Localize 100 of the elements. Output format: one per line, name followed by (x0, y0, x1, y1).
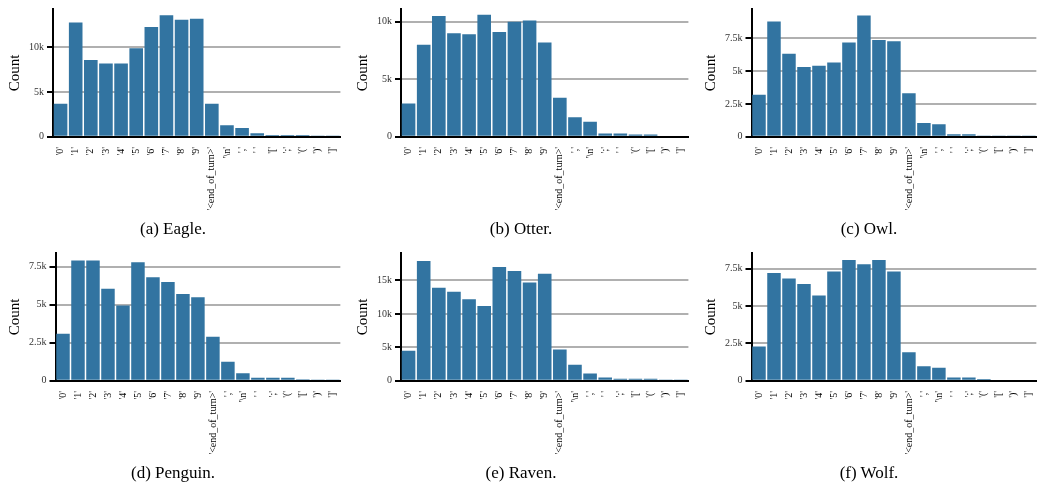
text: (b) Otter. (489, 219, 553, 239)
y-tick-label: 2.5k (725, 337, 743, 349)
x-tick-label: '3' (797, 390, 809, 400)
x-tick-label: '5' (129, 146, 141, 156)
x-tick-label: ']' (326, 146, 338, 154)
bar (492, 267, 507, 380)
y-tick-label: 0 (387, 374, 392, 386)
x-tick-label: '1' (417, 390, 429, 400)
x-tick-label: '0' (54, 146, 66, 156)
bar (53, 103, 68, 136)
x-tick-label: '\n' (932, 390, 944, 403)
x-tick-label: '0' (752, 146, 764, 156)
x-tick-label: '<end_of_turn>' (902, 146, 914, 211)
bar (613, 133, 628, 136)
bar (416, 44, 431, 136)
bar (507, 21, 522, 136)
x-tick-label: '6' (144, 146, 156, 156)
bar (492, 32, 507, 136)
x-tick-label: '<end_of_turn>' (553, 146, 565, 211)
bar (522, 282, 537, 380)
x-tick-label: '1' (767, 390, 779, 400)
x-tick-label: '9' (887, 146, 899, 156)
x-tick-label: ')' (1007, 390, 1020, 398)
x-tick-label: ';' (962, 146, 974, 154)
y-tick-label: 0 (737, 130, 743, 142)
text: (e) Raven. (485, 463, 557, 483)
bar (174, 19, 189, 136)
y-tick-label: 5k (732, 299, 743, 311)
x-tick-label: '[' (644, 146, 656, 154)
y-tick-label: 5k (36, 298, 47, 310)
y-axis-title: Count (701, 297, 718, 336)
y-tick-label: 0 (39, 130, 44, 142)
x-tick-label: ' ' (251, 390, 263, 397)
x-tick-label: '<end_of_turn>' (553, 390, 565, 455)
x-tick-label: '3' (447, 146, 459, 156)
bar (401, 350, 416, 380)
x-tick-label: '\n' (568, 390, 580, 403)
x-tick-label: ';' (598, 146, 610, 154)
x-tick-label: '0' (752, 390, 764, 400)
x-tick-label: ']' (674, 390, 686, 398)
x-tick-label: ']' (1022, 390, 1034, 398)
x-tick-label: '6' (842, 146, 854, 156)
x-tick-label: '2' (84, 146, 96, 156)
x-tick-label: '2' (432, 146, 444, 156)
x-tick-label: '[' (992, 390, 1004, 398)
y-tick-label: 5k (382, 341, 392, 352)
x-tick-label: '3' (101, 390, 113, 400)
x-tick-label: '8' (176, 390, 188, 400)
bar (522, 20, 537, 136)
x-tick-label: ',' (583, 390, 595, 397)
x-tick-label: '\n' (583, 146, 595, 159)
y-tick-label: 5k (382, 72, 392, 84)
text: (c) Owl. (840, 219, 898, 239)
y-tick-label: 5k (732, 64, 743, 76)
x-tick-label: ';' (266, 390, 278, 398)
x-tick-label: ';' (613, 390, 625, 398)
bar (68, 22, 83, 136)
y-tick-label: 7.5k (725, 31, 743, 43)
x-tick-label: '3' (99, 146, 111, 156)
x-tick-label: '<end_of_turn>' (205, 146, 217, 211)
x-tick-label: '7' (160, 146, 172, 156)
x-tick-label: '4' (116, 390, 128, 400)
x-tick-label: ')' (1007, 146, 1020, 154)
x-tick-label: '7' (857, 146, 869, 156)
x-tick-label: '\n' (236, 390, 248, 403)
x-tick-label: '6' (842, 390, 854, 400)
x-tick-label: '\n' (917, 146, 929, 159)
x-tick-label: ']' (674, 146, 686, 154)
x-tick-label: '8' (872, 146, 884, 156)
x-tick-label: '8' (175, 146, 187, 156)
y-tick-label: 0 (41, 374, 47, 386)
x-tick-label: '1' (417, 146, 429, 156)
y-axis-title: Count (701, 53, 718, 92)
x-tick-label: ' ' (947, 390, 959, 397)
x-tick-label: '(' (629, 146, 642, 154)
x-tick-label: '4' (462, 390, 474, 400)
x-tick-label: ';' (962, 390, 974, 398)
x-tick-label: '9' (887, 390, 899, 400)
x-tick-label: '9' (191, 390, 203, 400)
x-tick-label: '0' (56, 390, 68, 400)
x-tick-label: '\n' (220, 146, 232, 159)
x-tick-label: '8' (523, 146, 535, 156)
y-tick-label: 0 (737, 374, 743, 386)
y-axis-title: Count (5, 53, 22, 92)
x-tick-label: '2' (782, 146, 794, 156)
y-tick-label: 2.5k (725, 97, 743, 109)
x-tick-label: '8' (872, 390, 884, 400)
y-tick-label: 0 (387, 130, 392, 142)
x-tick-label: ']' (326, 390, 338, 398)
x-tick-label: ' ' (598, 390, 610, 397)
x-tick-label: '1' (767, 146, 779, 156)
x-tick-label: ',' (932, 146, 944, 153)
y-axis-title: Count (5, 297, 22, 336)
x-tick-label: '3' (797, 146, 809, 156)
x-tick-label: '<end_of_turn>' (902, 390, 914, 455)
x-tick-label: '6' (492, 390, 504, 400)
y-tick-label: 5k (34, 85, 44, 97)
y-tick-label: 7.5k (725, 262, 743, 274)
y-tick-label: 10k (377, 307, 392, 319)
x-tick-label: '5' (477, 390, 489, 400)
